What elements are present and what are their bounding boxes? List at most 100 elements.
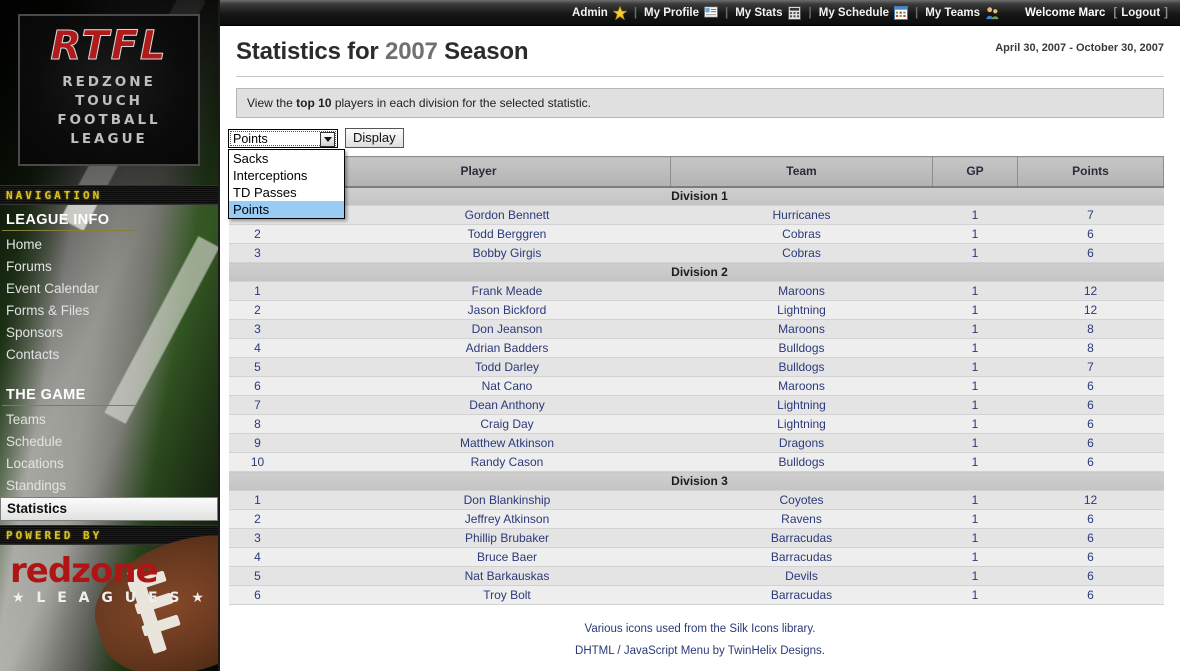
team-link[interactable]: Devils (785, 569, 818, 583)
sidebar-item-sponsors[interactable]: Sponsors (6, 325, 64, 340)
chevron-down-icon[interactable] (320, 131, 335, 147)
team-link[interactable]: Dragons (778, 436, 825, 450)
player-link[interactable]: Phillip Brubaker (464, 531, 550, 545)
twinhelix-link[interactable]: DHTML / JavaScript Menu by TwinHelix Des… (575, 644, 825, 657)
cell-team: Bulldogs (670, 357, 933, 377)
team-link[interactable]: Cobras (782, 227, 821, 241)
sidebar-item-home[interactable]: Home (6, 237, 43, 252)
player-link[interactable]: Frank Meade (471, 284, 543, 298)
team-link[interactable]: Lightning (777, 398, 826, 412)
player-link[interactable]: Don Jeanson (471, 322, 543, 336)
table-body: Division 11Gordon BennettHurricanes172To… (228, 186, 1164, 605)
team-link[interactable]: Lightning (777, 417, 826, 431)
select-option-td-passes[interactable]: TD Passes (233, 184, 297, 200)
rtfl-logo[interactable]: RTFL REDZONE TOUCH FOOTBALL LEAGUE (18, 14, 200, 166)
team-link[interactable]: Cobras (782, 246, 821, 260)
cell-player: Todd Berggren (286, 224, 671, 244)
team-link[interactable]: Barracudas (770, 531, 833, 545)
sidebar-item-event-calendar[interactable]: Event Calendar (6, 281, 100, 296)
sidebar-item-contacts[interactable]: Contacts (6, 347, 60, 362)
cell-points: 7 (1017, 205, 1164, 225)
statistic-select-value: Points (233, 131, 268, 146)
team-link[interactable]: Ravens (781, 512, 822, 526)
sidebar-item-statistics[interactable]: Statistics (0, 497, 218, 521)
player-link[interactable]: Bobby Girgis (472, 246, 542, 260)
team-link[interactable]: Coyotes (779, 493, 824, 507)
topnav-my-schedule[interactable]: My Schedule (818, 5, 909, 20)
cell-rank: 2 (228, 509, 287, 529)
topnav-separator: | (915, 6, 919, 19)
sidebar-item-standings[interactable]: Standings (6, 478, 67, 493)
team-link[interactable]: Barracudas (770, 550, 833, 564)
topnav-my-teams[interactable]: My Teams (925, 6, 999, 20)
team-link[interactable]: Maroons (778, 379, 825, 393)
user-group-icon (985, 6, 999, 20)
topnav-my-schedule-label[interactable]: My Schedule (818, 6, 890, 19)
cell-points: 6 (1017, 433, 1164, 453)
player-link[interactable]: Matthew Atkinson (459, 436, 555, 450)
column-header-player[interactable]: Player (286, 156, 671, 188)
topnav-my-stats[interactable]: My Stats (735, 5, 801, 20)
team-link[interactable]: Barracudas (770, 588, 833, 602)
footer-line-2: DHTML / JavaScript Menu by TwinHelix Des… (220, 641, 1180, 663)
player-link[interactable]: Adrian Badders (465, 341, 549, 355)
player-link[interactable]: Don Blankinship (463, 493, 551, 507)
team-link[interactable]: Hurricanes (772, 208, 831, 222)
cell-points: 6 (1017, 566, 1164, 586)
sidebar-item-schedule[interactable]: Schedule (6, 434, 63, 449)
select-option-sacks[interactable]: Sacks (233, 150, 269, 166)
cell-gp: 1 (932, 585, 1018, 605)
table-row: 3 Phillip Brubaker Barracudas 1 6 (228, 528, 1164, 548)
player-link[interactable]: Dean Anthony (469, 398, 545, 412)
team-link[interactable]: Lightning (777, 303, 826, 317)
player-link[interactable]: Bruce Baer (476, 550, 538, 564)
topnav-my-profile-label[interactable]: My Profile (644, 6, 699, 19)
team-link[interactable]: Maroons (778, 322, 825, 336)
player-link[interactable]: Todd Berggren (467, 227, 547, 241)
column-header-points[interactable]: Points (1017, 156, 1164, 188)
topnav-my-profile[interactable]: My Profile (644, 5, 718, 20)
cell-team: Cobras (670, 243, 933, 263)
logout-button[interactable]: Logout (1121, 6, 1161, 19)
redzone-leagues-logo[interactable]: redzone ★ L E A G U E S ★ (0, 513, 218, 671)
player-link[interactable]: Troy Bolt (483, 588, 531, 602)
player-link[interactable]: Nat Cano (481, 379, 533, 393)
cell-rank: 5 (228, 357, 287, 377)
sidebar-item-locations[interactable]: Locations (6, 456, 64, 471)
silk-icons-link[interactable]: Silk Icons (729, 623, 779, 635)
footer: Various icons used from the Silk Icons l… (220, 619, 1180, 663)
player-link[interactable]: Jason Bickford (467, 303, 547, 317)
column-header-team[interactable]: Team (670, 156, 933, 188)
player-link[interactable]: Randy Cason (470, 455, 544, 469)
team-link[interactable]: Bulldogs (778, 455, 825, 469)
select-option-points[interactable]: Points (229, 200, 344, 218)
topnav-admin[interactable]: Admin (572, 5, 628, 20)
cell-rank: 7 (228, 395, 287, 415)
team-link[interactable]: Maroons (778, 284, 825, 298)
topnav-my-teams-label[interactable]: My Teams (925, 6, 981, 19)
sidebar-item-forums[interactable]: Forums (6, 259, 52, 274)
statistic-select[interactable]: Points (228, 128, 338, 148)
table-row: 1 Don Blankinship Coyotes 1 12 (228, 490, 1164, 510)
sidebar-item-forms-files[interactable]: Forms & Files (6, 303, 90, 318)
cell-gp: 1 (932, 281, 1018, 301)
cell-team: Hurricanes (670, 205, 933, 225)
column-header-gp[interactable]: GP (932, 156, 1018, 188)
player-link[interactable]: Gordon Bennett (464, 208, 550, 222)
cell-points: 12 (1017, 490, 1164, 510)
display-button[interactable]: Display (345, 128, 404, 148)
select-option-interceptions[interactable]: Interceptions (233, 167, 308, 183)
statistic-select-wrapper: Points Sacks Interceptions TD Passes Poi… (228, 128, 345, 219)
player-link[interactable]: Jeffrey Atkinson (464, 512, 550, 526)
team-link[interactable]: Bulldogs (778, 341, 825, 355)
table-header-row: Player Team GP Points (228, 156, 1164, 188)
player-link[interactable]: Todd Darley (474, 360, 540, 374)
player-link[interactable]: Nat Barkauskas (464, 569, 550, 583)
table-row: 6 Troy Bolt Barracudas 1 6 (228, 585, 1164, 605)
player-link[interactable]: Craig Day (480, 417, 534, 431)
topnav-my-stats-label[interactable]: My Stats (735, 6, 783, 19)
team-link[interactable]: Bulldogs (778, 360, 825, 374)
sidebar-item-teams[interactable]: Teams (6, 412, 46, 427)
cell-rank: 2 (228, 300, 287, 320)
topnav-admin-label[interactable]: Admin (572, 6, 608, 19)
